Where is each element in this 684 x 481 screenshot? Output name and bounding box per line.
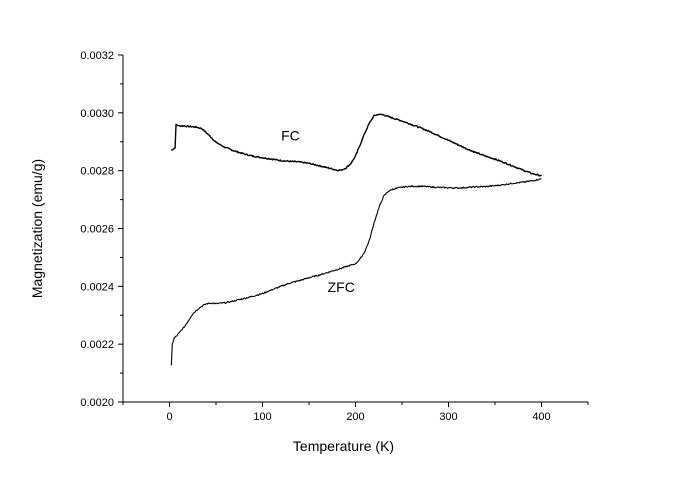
y-tick-label-0.0020: 0.0020: [80, 397, 114, 409]
x-tick-label-200: 200: [346, 411, 364, 423]
ticks: 0 100 200 300 400 0.0020 0.0022 0.0024 0.0026 0.0…: [80, 50, 589, 423]
series-line-fc: [170, 113, 542, 177]
x-tick-label-400: 400: [532, 411, 550, 423]
y-axis-title: Magnetization (emu/g): [29, 159, 45, 298]
x-tick-label-300: 300: [439, 411, 457, 423]
x-axis-title: Temperature (K): [293, 438, 394, 454]
x-tick-label-100: 100: [253, 411, 271, 423]
series-lines: [170, 113, 542, 366]
y-tick-label-0.0024: 0.0024: [80, 281, 114, 293]
series-label-fc: FC: [281, 127, 300, 143]
y-tick-label-0.0022: 0.0022: [80, 339, 114, 351]
series-line-zfc: [170, 178, 542, 366]
series-label-zfc: ZFC: [328, 279, 355, 295]
axes: [122, 55, 588, 403]
y-tick-label-0.0030: 0.0030: [80, 108, 114, 120]
series-annotations: FC ZFC: [281, 127, 355, 295]
y-tick-label-0.0032: 0.0032: [80, 50, 114, 62]
y-tick-label-0.0028: 0.0028: [80, 166, 114, 178]
x-tick-label-0: 0: [166, 411, 172, 423]
y-tick-label-0.0026: 0.0026: [80, 224, 114, 236]
